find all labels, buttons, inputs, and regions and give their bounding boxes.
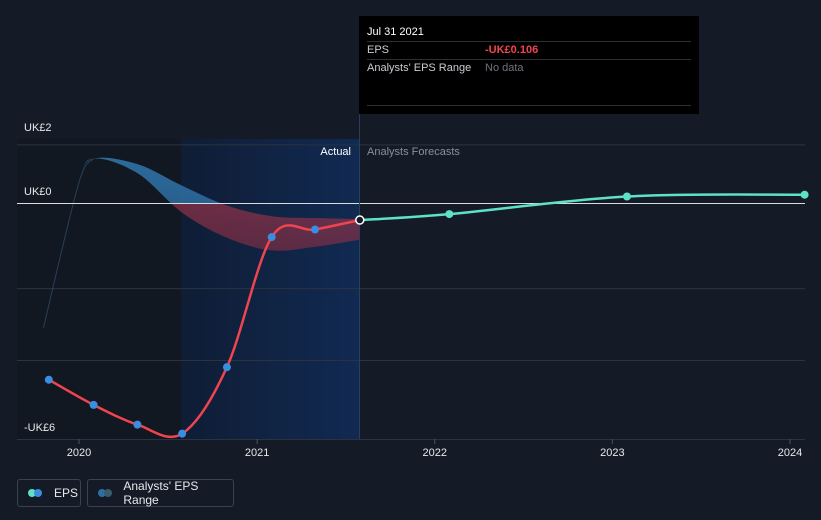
legend-eps-toggle[interactable]: EPS (17, 479, 81, 507)
tooltip-divider (367, 105, 691, 106)
x-axis-ticks: 2020 2021 2022 2023 2024 (67, 439, 802, 459)
x-tick-label: 2022 (423, 447, 447, 459)
eps-point[interactable] (311, 225, 320, 234)
tooltip: Jul 31 2021 EPS -UK£0.106 Analysts' EPS … (359, 16, 699, 114)
y-label-bottom: -UK£6 (24, 422, 55, 434)
range-area-positive (73, 157, 221, 203)
eps-point[interactable] (89, 400, 98, 409)
eps-legend-icon (28, 488, 46, 498)
eps-chart: UK£2 UK£0 -UK£6 Actual Analysts Forecast… (17, 16, 809, 459)
eps-lines (44, 190, 809, 439)
tooltip-range-value: No data (485, 62, 524, 74)
x-tick-label: 2024 (778, 447, 802, 459)
range-legend-icon (98, 488, 115, 498)
eps-forecast-line (359, 193, 805, 222)
tooltip-range-row: Analysts' EPS Range No data (367, 59, 691, 77)
eps-current-point[interactable] (355, 215, 365, 225)
legend-range-label: Analysts' EPS Range (123, 479, 199, 507)
legend-range-toggle[interactable]: Analysts' EPS Range (87, 479, 234, 507)
x-tick-label: 2021 (245, 447, 269, 459)
eps-actual-line (48, 218, 361, 439)
y-label-top: UK£2 (24, 122, 52, 134)
eps-point[interactable] (222, 363, 231, 372)
tooltip-range-label: Analysts' EPS Range (367, 62, 472, 74)
eps-point[interactable] (133, 420, 142, 429)
tooltip-date: Jul 31 2021 (367, 26, 424, 38)
tooltip-eps-value: -UK£0.106 (485, 44, 539, 56)
tooltip-eps-label: EPS (367, 44, 390, 56)
actual-label: Actual (320, 146, 351, 158)
eps-forecast-point[interactable] (622, 192, 631, 201)
x-tick-label: 2020 (67, 447, 91, 459)
eps-point[interactable] (267, 233, 276, 242)
gridlines (17, 144, 805, 440)
y-label-zero: UK£0 (24, 186, 52, 198)
eps-point[interactable] (44, 375, 53, 384)
eps-forecast-point[interactable] (800, 190, 809, 199)
eps-forecast-point[interactable] (445, 210, 454, 219)
x-tick-label: 2023 (600, 447, 624, 459)
forecast-label: Analysts Forecasts (367, 146, 460, 158)
eps-point[interactable] (178, 429, 187, 438)
range-lead-line (43, 158, 95, 328)
legend-eps-label: EPS (54, 486, 79, 500)
tooltip-eps-row: EPS -UK£0.106 (367, 41, 691, 59)
